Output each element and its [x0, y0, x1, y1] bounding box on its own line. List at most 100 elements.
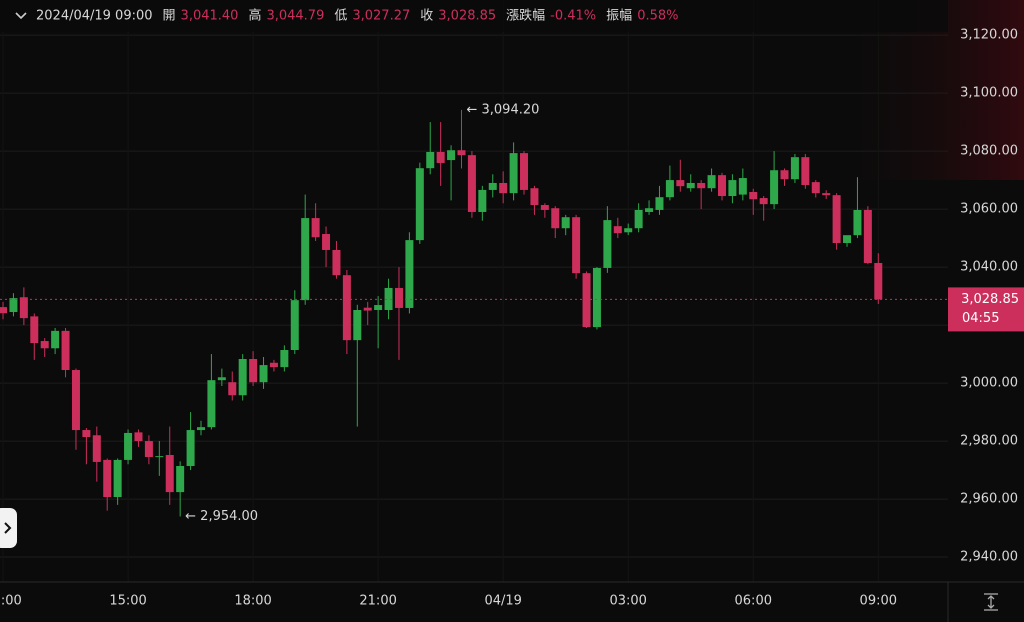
candle-body: [749, 191, 758, 200]
candle-body: [509, 153, 518, 194]
candle-body: [488, 182, 497, 190]
candle-body: [520, 153, 529, 190]
header-label: 低: [334, 9, 347, 24]
candle-body: [9, 298, 18, 313]
candle-body: [196, 427, 205, 431]
header-label: 高: [248, 8, 261, 24]
x-tick-label: 06:00: [735, 594, 772, 609]
y-tick-label: 3,040.00: [960, 260, 1018, 275]
header-label: 振幅: [606, 9, 632, 24]
candle-body: [415, 168, 424, 241]
candle-body: [634, 209, 643, 229]
candle-body: [499, 182, 508, 194]
candle-body: [280, 350, 289, 368]
candle-body: [217, 377, 226, 381]
header-label: 漲跌幅: [506, 8, 545, 24]
candle-body: [697, 182, 706, 189]
candle-body: [603, 220, 612, 268]
y-tick-label: 2,960.00: [960, 492, 1018, 507]
candle-body: [374, 305, 383, 310]
candle-body: [655, 197, 664, 210]
scale-icon[interactable]: [984, 593, 998, 611]
candle-body: [290, 300, 299, 351]
header-value: 3,041.40: [181, 9, 239, 24]
candle-body: [613, 226, 622, 234]
candle-body: [342, 275, 351, 341]
header: 2024/04/19 09:00 開 3,041.40 高 3,044.79 低 3,02…: [36, 8, 679, 24]
candle-body: [61, 330, 70, 371]
candle-body: [624, 228, 633, 233]
candle-body: [707, 175, 716, 189]
header-label: 收: [420, 9, 433, 24]
candle-body: [853, 209, 862, 236]
x-tick-label: 09:00: [860, 594, 897, 609]
header-date: 2024/04/19 09:00: [36, 9, 153, 24]
candle-body: [478, 189, 487, 212]
header-value: 0.58%: [637, 9, 678, 24]
candle-body: [551, 208, 560, 229]
candle-body: [863, 209, 872, 264]
candle-body: [228, 382, 237, 396]
candle-body: [436, 151, 445, 163]
candle-body: [144, 441, 153, 458]
candle-body: [353, 309, 362, 341]
candle-body: [822, 193, 831, 196]
candle-body: [561, 217, 570, 229]
last-price-tag: [948, 287, 1024, 332]
candle-body: [759, 198, 768, 205]
candle-body: [363, 307, 372, 311]
candle-body: [259, 365, 268, 383]
y-tick-label: 3,120.00: [960, 28, 1018, 43]
candle-body: [676, 180, 685, 187]
candle-body: [103, 459, 112, 498]
candle-body: [645, 208, 654, 212]
candle-body: [843, 235, 852, 244]
header-value: 3,028.85: [438, 9, 496, 24]
candle-body: [19, 297, 28, 319]
candle-body: [394, 287, 403, 308]
candle-body: [457, 150, 466, 156]
x-tick-label: 03:00: [609, 594, 646, 609]
candle-body: [530, 188, 539, 206]
y-tick-label: 2,940.00: [960, 550, 1018, 565]
candle-body: [51, 330, 60, 349]
candle-body: [405, 240, 414, 308]
candle-body: [301, 218, 310, 301]
header-value: 3,044.79: [266, 9, 324, 24]
candle-body: [447, 150, 456, 161]
last-price-label: 3,028.85: [961, 292, 1019, 307]
candle-body: [801, 157, 810, 186]
y-tick-label: 2,980.00: [960, 434, 1018, 449]
candle-body: [207, 380, 216, 428]
candles: [0, 109, 883, 517]
candle-body: [92, 435, 101, 462]
y-tick-label: 3,100.00: [960, 86, 1018, 101]
candle-body: [728, 180, 737, 197]
candle-body: [540, 205, 549, 210]
candle-body: [582, 273, 591, 328]
candle-body: [592, 267, 601, 328]
low-label: ← 2,954.00: [185, 509, 258, 524]
candle-body: [269, 362, 278, 368]
y-tick-label: 3,060.00: [960, 202, 1018, 217]
candle-body: [238, 359, 247, 396]
candle-body: [0, 307, 8, 314]
candle-body: [832, 195, 841, 244]
candle-body: [165, 454, 174, 493]
header-value: 3,027.27: [352, 9, 410, 24]
candle-body: [738, 178, 747, 195]
expand-button[interactable]: [0, 508, 17, 548]
candle-body: [811, 182, 820, 194]
x-tick-label: 21:00: [359, 594, 396, 609]
x-tick-label: 18:00: [234, 594, 271, 609]
collapse-icon[interactable]: [15, 12, 27, 20]
candle-body: [30, 316, 39, 344]
y-tick-label: 3,080.00: [960, 144, 1018, 159]
x-tick-label: 04/19: [484, 594, 521, 609]
candle-body: [176, 466, 185, 493]
candle-body: [426, 151, 435, 169]
candle-body: [71, 370, 80, 431]
candle-body: [770, 170, 779, 205]
